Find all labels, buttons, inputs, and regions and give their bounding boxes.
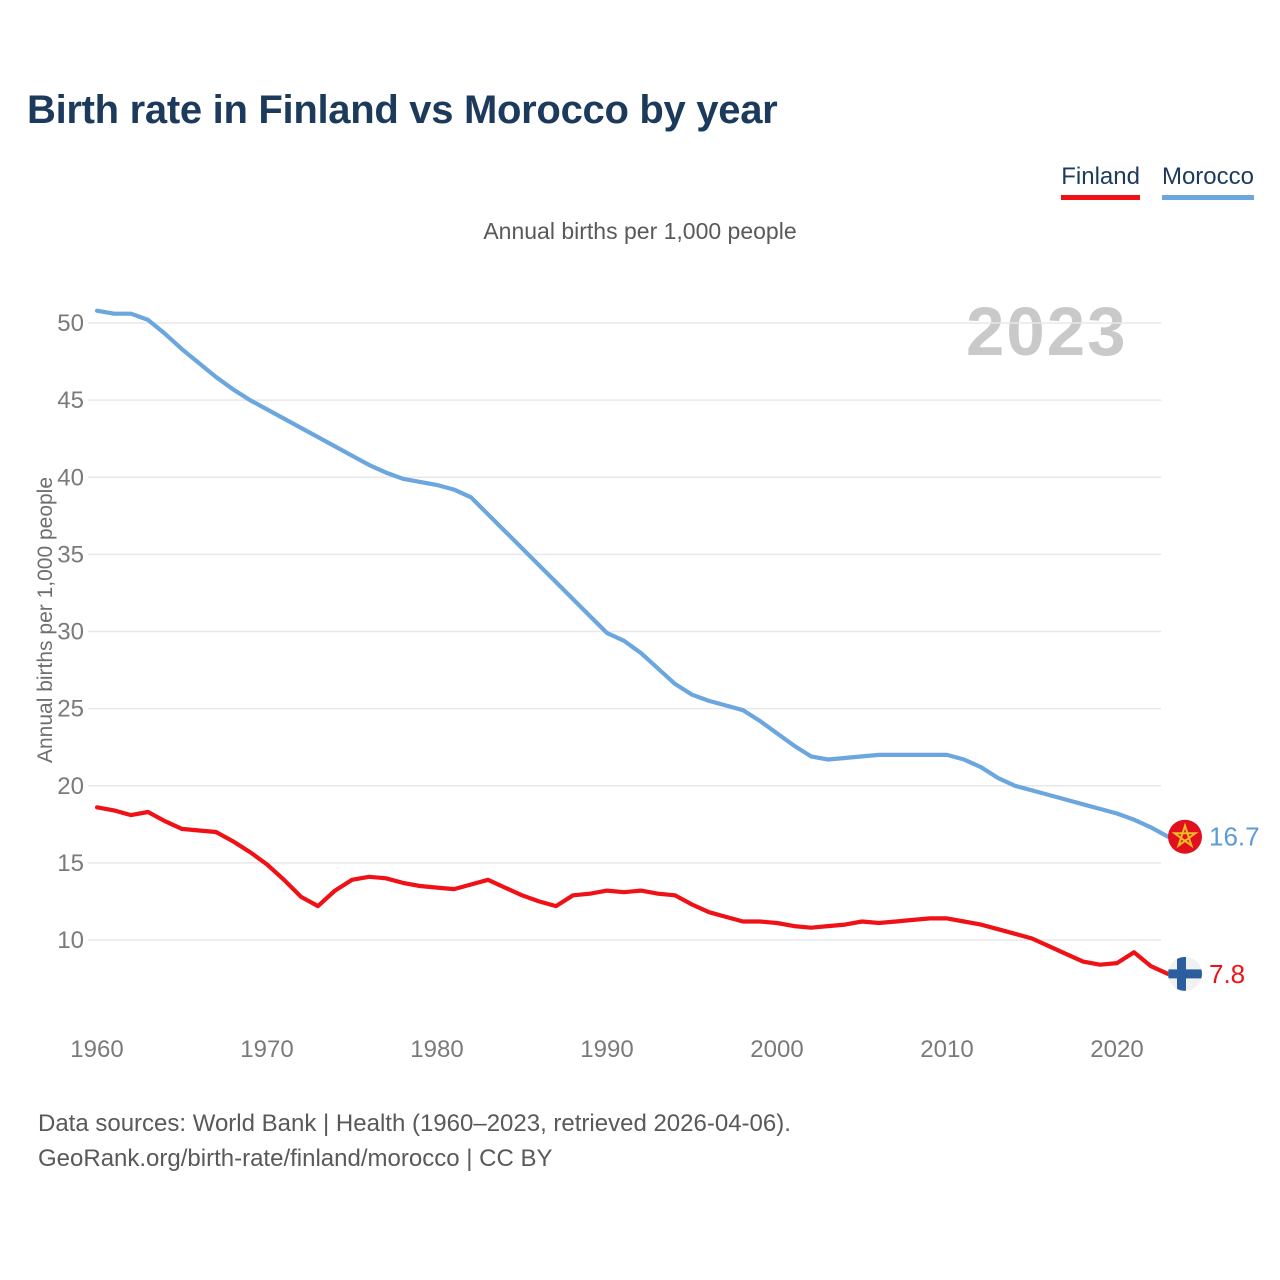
y-tick-label: 30: [57, 619, 84, 646]
legend-item-morocco[interactable]: Morocco: [1161, 163, 1254, 200]
year-watermark: 2023: [966, 293, 1128, 370]
page-title: Birth rate in Finland vs Morocco by year: [27, 88, 778, 132]
y-axis-ticks: 10 15 20 25 30 35 40 45 50: [57, 310, 84, 954]
gridlines: [88, 322, 1161, 941]
x-tick-label: 1990: [580, 1036, 633, 1063]
x-tick-label: 2020: [1090, 1036, 1143, 1063]
morocco-end-value: 16.7: [1209, 822, 1260, 852]
footer: Data sources: World Bank | Health (1960–…: [38, 1106, 791, 1176]
y-tick-label: 45: [57, 387, 84, 414]
legend: Finland Morocco: [1061, 163, 1254, 200]
finland-end-value: 7.8: [1209, 959, 1245, 989]
y-tick-label: 50: [57, 310, 84, 337]
morocco-star: [1171, 822, 1199, 849]
x-tick-label: 1970: [240, 1036, 293, 1063]
y-tick-label: 25: [57, 696, 84, 723]
chart-subtitle: Annual births per 1,000 people: [483, 218, 797, 244]
x-tick-label: 2000: [750, 1036, 803, 1063]
y-tick-label: 35: [57, 541, 84, 568]
footer-sources: Data sources: World Bank | Health (1960–…: [38, 1110, 791, 1137]
y-tick-label: 10: [57, 927, 84, 954]
x-tick-label: 1960: [70, 1036, 123, 1063]
x-tick-label: 1980: [410, 1036, 463, 1063]
y-tick-label: 15: [57, 850, 84, 877]
finland-line: [94, 805, 1171, 977]
y-tick-label: 20: [57, 773, 84, 800]
x-tick-label: 2010: [920, 1036, 973, 1063]
x-axis-ticks: 1960 1970 1980 1990 2000 2010 2020: [70, 1036, 1143, 1063]
finland-flag-icon: [1168, 956, 1202, 991]
morocco-flag-icon: [1168, 819, 1202, 854]
morocco-line: [94, 308, 1171, 839]
legend-item-finland[interactable]: Finland: [1061, 163, 1140, 200]
footer-attribution: GeoRank.org/birth-rate/finland/morocco |…: [38, 1145, 553, 1172]
y-tick-label: 40: [57, 464, 84, 491]
